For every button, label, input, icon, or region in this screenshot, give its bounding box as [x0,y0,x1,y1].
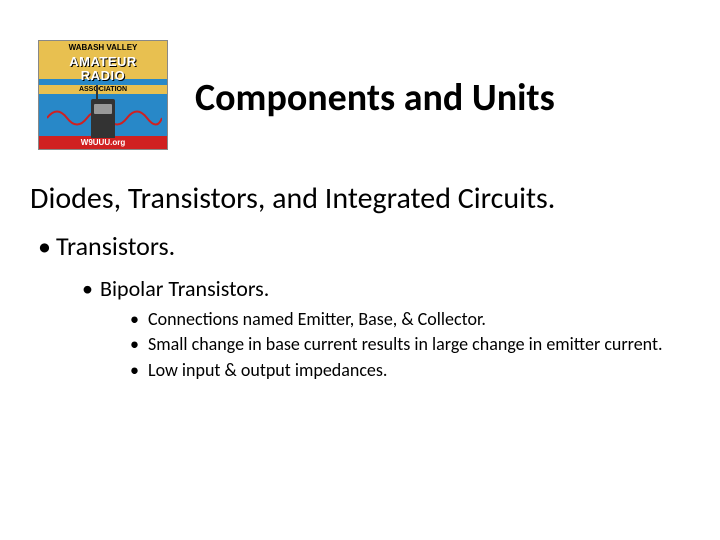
bullet-level-3-item: Small change in base current results in … [148,333,680,356]
bullet-level-3-group: Connections named Emitter, Base, & Colle… [148,308,680,384]
logo-url-text: W9UUU.org [39,138,167,147]
slide-title: Components and Units [195,75,555,121]
logo-main-text: AMATEUR RADIO [39,55,167,82]
slide-subtitle: Diodes, Transistors, and Integrated Circ… [30,180,555,217]
logo-background: WABASH VALLEY AMATEUR RADIO ASSOCIATION … [38,40,168,150]
logo-association-text: ASSOCIATION [39,85,167,94]
handheld-radio-icon [91,99,115,139]
logo-line2: RADIO [81,68,125,83]
bullet-level-1: Transistors. [56,230,175,262]
bullet-level-3-item: Connections named Emitter, Base, & Colle… [148,308,680,331]
bullet-level-3-item: Low input & output impedances. [148,359,680,382]
club-logo: WABASH VALLEY AMATEUR RADIO ASSOCIATION … [38,40,168,150]
bullet-level-2: Bipolar Transistors. [100,275,269,302]
logo-top-text: WABASH VALLEY [39,43,167,52]
